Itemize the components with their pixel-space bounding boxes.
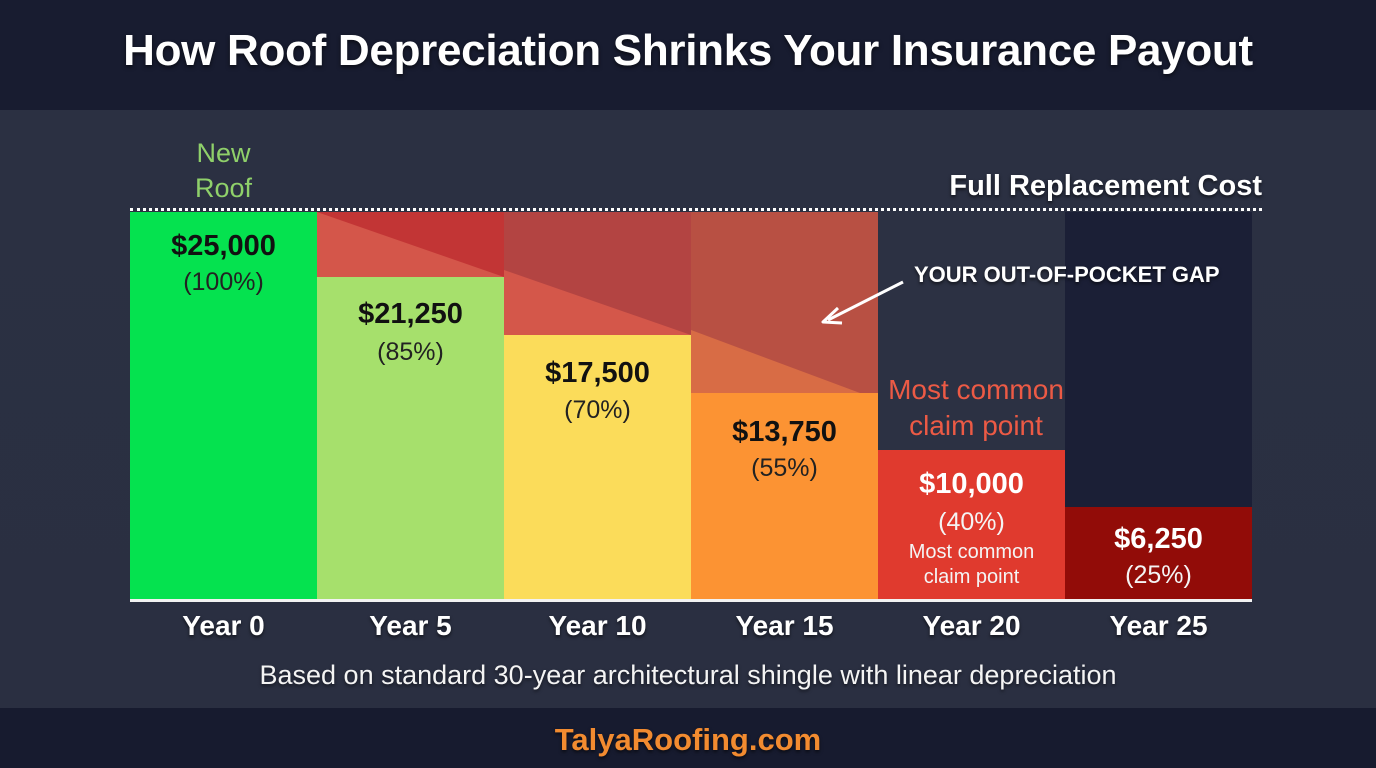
full-replacement-cost-label: Full Replacement Cost <box>949 170 1262 202</box>
bar-value: $21,250 <box>358 298 463 330</box>
bar-percent: (40%) <box>938 508 1005 536</box>
x-tick-year-5: Year 5 <box>369 610 452 641</box>
bar-percent: (25%) <box>1125 561 1192 589</box>
bar-year-0: $25,000 (100%) <box>130 212 317 600</box>
bar-percent: (85%) <box>377 338 444 366</box>
footer-band <box>0 708 1376 768</box>
bar-year-20: $10,000 (40%) Most common claim point <box>878 212 1065 600</box>
x-axis-baseline <box>130 599 1252 602</box>
claim-point-label-line2: claim point <box>909 410 1043 441</box>
claim-point-label: Most common claim point <box>878 372 1074 444</box>
bar-note: Most common claim point <box>878 540 1065 590</box>
claim-point-label-line1: Most common <box>888 374 1064 405</box>
bar-value: $10,000 <box>919 468 1024 500</box>
bar-note-line2: claim point <box>923 566 1020 588</box>
bar-fill <box>504 335 691 600</box>
new-roof-label-line1: New <box>196 138 251 168</box>
header-band <box>0 0 1376 110</box>
new-roof-label-line2: Roof <box>194 173 253 203</box>
x-tick-year-0: Year 0 <box>182 610 265 641</box>
full-replacement-cost-line <box>130 208 1262 211</box>
chart-caption: Based on standard 30-year architectural … <box>259 660 1117 690</box>
x-tick-year-15: Year 15 <box>735 610 834 641</box>
bar-fill <box>130 212 317 600</box>
bar-fill <box>1065 507 1252 600</box>
bar-fill <box>878 450 1065 600</box>
new-roof-label: New Roof <box>130 136 317 206</box>
bar-year-5: $21,250 (85%) <box>317 212 504 600</box>
out-of-pocket-gap-label: YOUR OUT-OF-POCKET GAP <box>914 262 1220 287</box>
page-title: How Roof Depreciation Shrinks Your Insur… <box>123 26 1253 75</box>
bar-value: $25,000 <box>171 230 276 262</box>
bar-note-line1: Most common <box>908 541 1035 563</box>
bar-year-10: $17,500 (70%) <box>504 212 691 600</box>
bar-fill <box>691 393 878 600</box>
brand-link[interactable]: TalyaRoofing.com <box>554 722 822 757</box>
bar-value: $13,750 <box>732 416 837 448</box>
x-tick-year-25: Year 25 <box>1109 610 1208 641</box>
bar-year-15: $13,750 (55%) <box>691 212 878 600</box>
bar-percent: (100%) <box>183 268 264 296</box>
bar-percent: (55%) <box>751 454 818 482</box>
x-tick-year-10: Year 10 <box>548 610 647 641</box>
bar-year-25: $6,250 (25%) <box>1065 212 1252 600</box>
bar-fill <box>317 277 504 600</box>
bar-percent: (70%) <box>564 396 631 424</box>
x-tick-year-20: Year 20 <box>922 610 1021 641</box>
bar-value: $6,250 <box>1114 523 1203 555</box>
bar-value: $17,500 <box>545 357 650 389</box>
